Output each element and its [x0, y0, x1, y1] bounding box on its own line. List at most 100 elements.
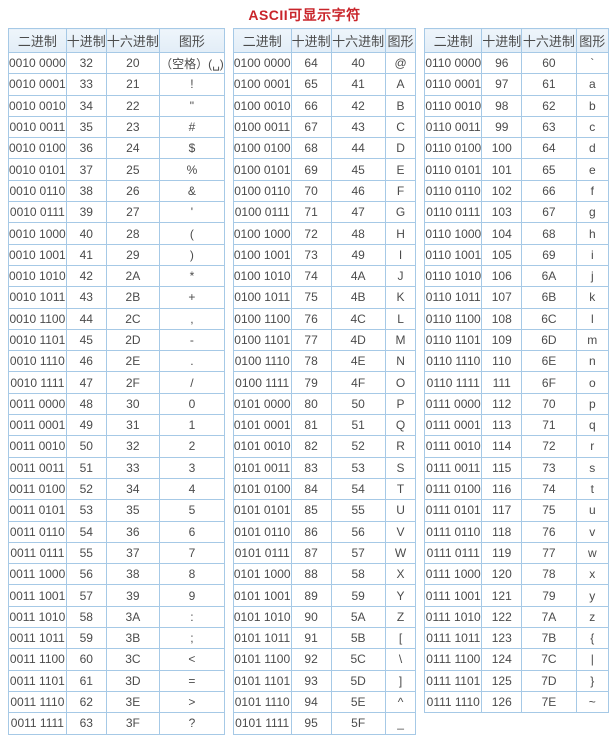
glyph-cell: f [575, 179, 609, 203]
binary-cell: 0100 0101 [232, 158, 292, 181]
hex-cell: 35 [105, 499, 160, 522]
hex-cell: 7B [521, 627, 577, 650]
hex-cell: 7D [521, 669, 577, 692]
table-row: 0101 0011 83 53 S [232, 456, 417, 479]
decimal-cell: 76 [290, 307, 332, 330]
decimal-cell: 84 [290, 477, 332, 501]
hex-cell: 74 [521, 477, 577, 501]
decimal-cell: 63 [65, 712, 107, 735]
column-header-binary: 二进制 [232, 28, 292, 53]
hex-cell: 33 [105, 456, 160, 479]
table-row: 0011 0110 54 36 6 [8, 520, 225, 543]
decimal-cell: 43 [65, 286, 107, 309]
glyph-cell: G [384, 201, 417, 224]
table-row: 0111 0111 119 77 w [424, 541, 609, 565]
decimal-cell: 40 [65, 222, 107, 245]
table-row: 0010 1001 41 29) [8, 243, 225, 266]
hex-cell: 6F [521, 371, 577, 394]
table-row: 0110 0111 103 67 g [424, 201, 609, 224]
decimal-cell: 70 [290, 179, 332, 203]
glyph-cell: _ [384, 712, 417, 735]
binary-cell: 0110 1100 [424, 307, 483, 330]
table-row: 0010 1111 47 2F / [8, 371, 225, 394]
decimal-cell: 56 [65, 563, 107, 586]
decimal-cell: 35 [65, 115, 107, 139]
table-row: 0111 0011 115 73 s [424, 456, 609, 479]
decimal-cell: 90 [290, 605, 332, 629]
column-header-glyph: 图形 [158, 28, 225, 53]
table-row: 0010 1110 46 2E. [8, 350, 225, 373]
decimal-cell: 79 [290, 371, 332, 394]
binary-cell: 0100 1001 [232, 243, 292, 266]
binary-cell: 0110 0100 [424, 137, 483, 160]
hex-cell: 2E [105, 350, 160, 373]
table-row: 0011 0001 49 31 1 [8, 414, 225, 437]
binary-cell: 0101 0100 [232, 477, 292, 501]
hex-cell: 76 [521, 520, 577, 543]
glyph-cell: l [575, 307, 609, 330]
hex-cell: 7C [521, 648, 577, 671]
binary-cell: 0110 1110 [424, 350, 483, 373]
decimal-cell: 37 [65, 158, 107, 181]
column-header-decimal: 十进制 [65, 28, 107, 53]
binary-cell: 0100 0110 [232, 179, 292, 203]
binary-cell: 0110 1001 [424, 243, 483, 266]
table-row: 0011 0010 50 32 2 [8, 435, 225, 458]
decimal-cell: 61 [65, 669, 107, 692]
glyph-cell: & [158, 179, 225, 203]
table-row: 0101 1010 90 5A Z [232, 605, 417, 629]
table-row: 0111 1001 121 79 y [424, 584, 609, 607]
decimal-cell: 93 [290, 669, 332, 692]
table-row: 0010 1100 44 2C, [8, 307, 225, 330]
glyph-cell: q [575, 414, 609, 437]
glyph-cell: F [384, 179, 417, 203]
binary-cell: 0011 0010 [8, 435, 67, 458]
binary-cell: 0111 0101 [424, 499, 483, 522]
glyph-cell: 7 [158, 541, 225, 565]
hex-cell: 3A [105, 605, 160, 629]
table-row: 0101 1101 93 5D] [232, 669, 417, 692]
glyph-cell: Z [384, 605, 417, 629]
glyph-cell: I [384, 243, 417, 266]
table-row: 0110 1001 105 69 i [424, 243, 609, 266]
glyph-cell: { [575, 627, 609, 650]
decimal-cell: 48 [65, 392, 107, 416]
binary-cell: 0101 1011 [232, 627, 292, 650]
decimal-cell: 52 [65, 477, 107, 501]
decimal-cell: 101 [481, 158, 523, 181]
table-row: 0010 1011 43 2B + [8, 286, 225, 309]
glyph-cell: e [575, 158, 609, 181]
hex-cell: 61 [521, 73, 577, 96]
glyph-cell: \ [384, 648, 417, 671]
binary-cell: 0011 0000 [8, 392, 67, 416]
decimal-cell: 78 [290, 350, 332, 373]
glyph-cell: / [158, 371, 225, 394]
glyph-cell: P [384, 392, 417, 416]
table-row: 0100 1010 74 4A J [232, 264, 417, 288]
hex-cell: 47 [330, 201, 386, 224]
binary-cell: 0110 0010 [424, 94, 483, 117]
table-row: 0111 0000 112 70 p [424, 392, 609, 416]
table-row: 0100 1110 78 4E N [232, 350, 417, 373]
table-row: 0111 1100 124 7C | [424, 648, 609, 671]
table-row: 0110 1111 111 6F o [424, 371, 609, 394]
hex-cell: 5A [330, 605, 386, 629]
table-row: 0111 0001 113 71 q [424, 414, 609, 437]
glyph-cell: J [384, 264, 417, 288]
binary-cell: 0011 1000 [8, 563, 67, 586]
decimal-cell: 38 [65, 179, 107, 203]
decimal-cell: 124 [481, 648, 523, 671]
table-row: 0011 0100 52 34 4 [8, 477, 225, 501]
glyph-cell: # [158, 115, 225, 139]
hex-cell: 22 [105, 94, 160, 117]
binary-cell: 0111 1001 [424, 584, 483, 607]
glyph-cell: 4 [158, 477, 225, 501]
glyph-cell: g [575, 201, 609, 224]
binary-cell: 0011 0111 [8, 541, 67, 565]
table-row: 0101 0000 80 50 P [232, 392, 417, 416]
hex-cell: 2A [105, 264, 160, 288]
glyph-cell: b [575, 94, 609, 117]
decimal-cell: 105 [481, 243, 523, 266]
table-row: 0111 1010 122 7A z [424, 605, 609, 629]
glyph-cell: T [384, 477, 417, 501]
